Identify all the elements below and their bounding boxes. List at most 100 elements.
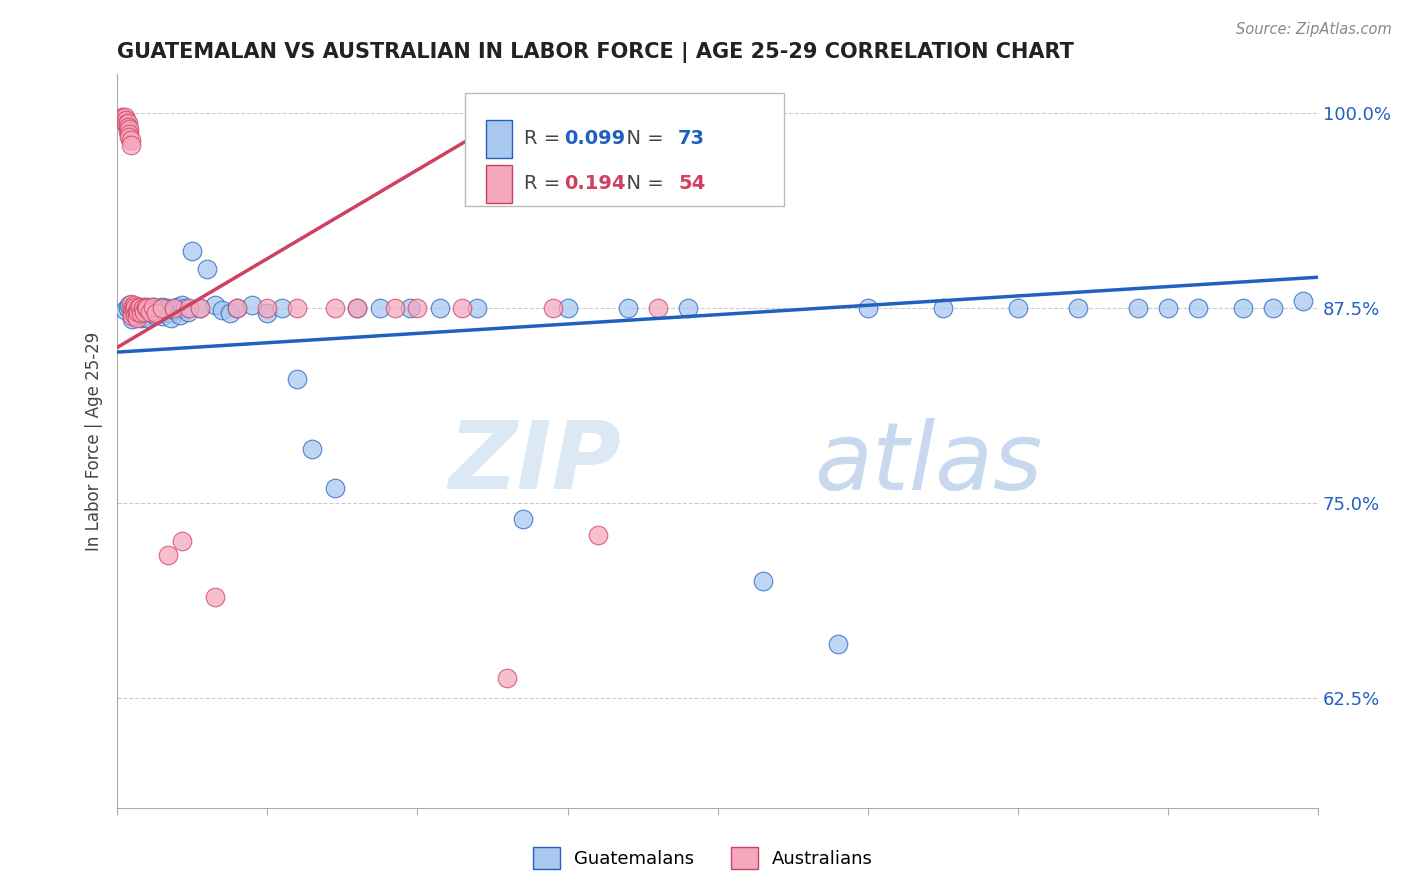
Point [121,306,143,320]
Point [170,533,193,548]
Text: GUATEMALAN VS AUSTRALIAN IN LABOR FORCE | AGE 25-29 CORRELATION CHART: GUATEMALAN VS AUSTRALIAN IN LABOR FORCE … [117,42,1074,62]
Point [1157,301,1180,316]
Text: 0.099: 0.099 [564,129,626,148]
Point [512,512,534,526]
Point [150,300,173,314]
Point [177,304,200,318]
Point [181,244,204,258]
Point [114,114,136,128]
Point [1007,301,1029,316]
Legend: Guatemalans, Australians: Guatemalans, Australians [524,838,882,879]
Point [124,308,146,322]
Point [114,110,136,124]
Point [616,301,638,316]
Point [157,548,180,562]
Point [346,301,368,316]
Point [1067,301,1090,316]
Point [323,301,346,316]
Point [114,303,136,318]
Point [124,310,146,324]
Text: N =: N = [614,129,671,148]
Point [399,301,422,316]
Point [204,298,226,312]
Text: R =: R = [524,174,567,193]
Point [117,123,139,137]
Point [301,442,323,456]
Point [271,301,294,316]
Point [932,301,955,316]
Text: 73: 73 [678,129,704,148]
Point [226,301,249,316]
Point [125,306,148,320]
Point [128,304,150,318]
Point [134,300,156,314]
Point [125,310,148,325]
Point [122,303,145,318]
Point [136,310,159,325]
Point [135,300,157,314]
Point [496,671,519,685]
Point [406,301,429,316]
Point [115,112,138,127]
Point [169,308,191,322]
Point [128,308,150,322]
Point [1292,293,1315,308]
Y-axis label: In Labor Force | Age 25-29: In Labor Force | Age 25-29 [86,332,103,550]
Point [128,300,150,314]
Point [647,301,669,316]
Point [122,298,145,312]
Point [827,637,849,651]
Point [179,301,201,316]
Point [127,300,149,314]
Point [467,301,489,316]
Point [146,301,169,316]
Point [124,300,146,314]
Point [188,301,211,316]
Bar [486,164,512,202]
Point [323,481,346,495]
Point [145,306,167,320]
Point [429,301,451,316]
Point [173,301,195,316]
Point [129,301,152,316]
Point [129,306,152,320]
Point [118,122,141,136]
Point [121,301,143,316]
Point [541,301,564,316]
FancyBboxPatch shape [465,93,783,206]
Point [120,297,142,311]
Text: R =: R = [524,129,567,148]
Point [218,306,240,320]
Point [368,301,391,316]
Point [159,306,181,320]
Point [145,304,167,318]
Point [142,300,165,314]
Point [751,574,773,589]
Point [136,301,159,316]
Point [256,306,278,320]
Point [127,304,149,318]
Point [451,301,474,316]
Text: 54: 54 [678,174,706,193]
Point [384,301,406,316]
Point [134,303,156,318]
Point [135,310,157,324]
Text: 0.194: 0.194 [564,174,626,193]
Text: N =: N = [614,174,671,193]
Point [121,310,143,324]
Point [115,117,138,131]
Point [285,301,308,316]
Point [139,304,162,318]
Point [129,310,152,325]
Point [132,306,155,320]
Point [136,301,159,316]
Point [856,301,879,316]
Point [1187,301,1209,316]
Point [156,301,179,316]
Point [285,371,308,385]
Point [118,129,141,144]
Point [117,301,139,316]
Point [676,301,699,316]
Point [143,308,166,322]
Point [121,312,143,326]
